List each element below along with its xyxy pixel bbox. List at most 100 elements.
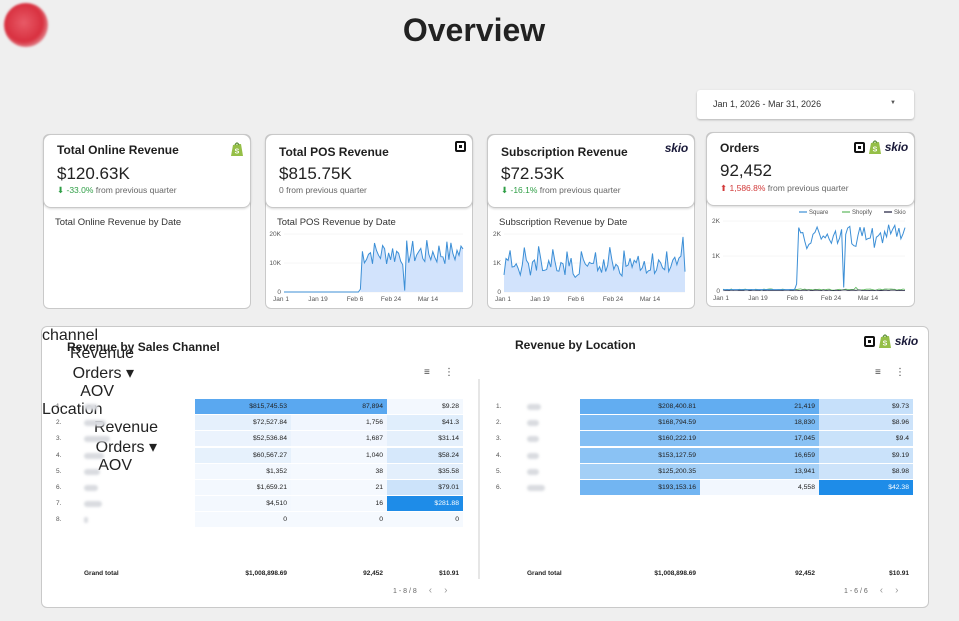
table-cell-aov: $9.28: [387, 399, 463, 414]
kpi-value: $72.53K: [501, 164, 565, 183]
pagination-label: 1 - 6 / 6: [844, 588, 868, 595]
kpi-delta-text: from previous quarter: [537, 185, 621, 195]
table-cell-orders: 1,756: [291, 415, 387, 431]
x-tick-label: Feb 24: [821, 295, 842, 302]
x-tick-label: Mar 14: [858, 295, 879, 302]
table-cell-revenue: $153,127.59: [580, 447, 700, 463]
prev-page-icon[interactable]: ‹: [879, 585, 884, 596]
column-header[interactable]: AOV: [80, 383, 114, 400]
table-cell-revenue: $815,745.53: [195, 399, 291, 414]
y-tick-label: 20K: [269, 231, 281, 238]
date-range-picker[interactable]: Jan 1, 2026 - Mar 31, 2026 ▼: [697, 90, 914, 119]
x-tick-label: Jan 19: [748, 295, 768, 302]
table-cell-revenue: $125,200.35: [580, 463, 700, 479]
column-header[interactable]: Orders ▾: [72, 365, 134, 382]
table-cell-aov: $9.4: [819, 431, 913, 447]
row-number: 7.: [56, 500, 62, 508]
row-number: 3.: [496, 435, 502, 443]
series-line: [722, 289, 906, 292]
more-vert-icon[interactable]: ⋮: [895, 367, 905, 378]
redacted-label: [84, 485, 98, 491]
redacted-label: [84, 420, 106, 427]
table-cell-revenue: $160,222.19: [580, 431, 700, 447]
kpi-card-online-revenue: Total Online Revenue $120.63K ⬇ -33.0% f…: [43, 134, 251, 309]
next-page-icon[interactable]: ›: [444, 585, 448, 596]
prev-page-icon[interactable]: ‹: [428, 585, 433, 596]
svg-text:S: S: [872, 147, 877, 154]
shopify-icon: S: [878, 334, 891, 348]
table-cell-revenue: $4,510: [195, 496, 291, 512]
column-header[interactable]: Revenue: [69, 345, 134, 362]
table-cell-aov: $31.14: [387, 431, 463, 447]
kpi-delta-pct: 1,586.8%: [729, 183, 766, 193]
y-tick-label: 0: [497, 289, 501, 296]
x-tick-label: Feb 24: [603, 296, 624, 303]
subscription-revenue-chart: 0 1K 2K Jan 1 Jan 19 Feb 6 Feb 24 Mar 14: [493, 231, 686, 303]
table-cell-orders: 87,894: [291, 399, 387, 414]
kpi-scorecard: Orders 92,452 ⬆ 1,586.8% from previous q…: [706, 132, 915, 206]
kpi-value: $120.63K: [57, 164, 130, 183]
table-cell-revenue: $72,527.84: [195, 415, 291, 431]
table-cell-aov: $41.3: [387, 415, 463, 431]
next-page-icon[interactable]: ›: [895, 585, 899, 596]
column-header[interactable]: Orders ▾: [95, 439, 157, 456]
square-icon: [853, 141, 865, 153]
up-arrow-icon: ⬆: [720, 183, 728, 193]
kpi-title: Total Online Revenue: [57, 143, 179, 157]
grand-total-orders: 92,452: [363, 570, 383, 577]
legend-label: Skio: [894, 210, 906, 216]
table-cell-revenue: $208,400.81: [580, 399, 700, 414]
row-number: 2.: [56, 419, 62, 427]
table-cell-aov: $9.73: [819, 399, 913, 414]
table-cell-orders: 1,687: [291, 431, 387, 447]
pagination: 1 - 6 / 6 ‹ ›: [844, 585, 898, 596]
column-header[interactable]: Revenue: [93, 419, 158, 436]
redacted-label: [527, 436, 539, 443]
row-number: 1.: [56, 403, 62, 410]
table-cell-aov: $42.38: [819, 480, 913, 495]
table-cell-orders: 0: [291, 512, 387, 528]
x-tick-label: Feb 6: [787, 295, 804, 302]
table-cell-orders: 21,419: [700, 399, 819, 414]
row-number: 8.: [56, 516, 62, 524]
square-icon: [455, 141, 466, 152]
table-cell-revenue: 0: [195, 512, 291, 528]
x-tick-label: Jan 1: [273, 296, 289, 303]
kpi-scorecard: Total POS Revenue $815.75K 0 from previo…: [265, 134, 473, 208]
table-cell-revenue: $52,536.84: [195, 431, 291, 447]
svg-text:S: S: [235, 149, 240, 156]
table-cell-revenue: $193,153.16: [580, 480, 700, 495]
dropdown-caret-icon: ▼: [890, 100, 896, 106]
brand-icons: S skio: [863, 333, 918, 349]
skio-logo: skio: [664, 141, 688, 155]
filter-icon[interactable]: ≡: [424, 367, 430, 378]
shopify-icon: S: [231, 142, 243, 156]
x-tick-label: Jan 19: [530, 296, 550, 303]
location-title: Revenue by Location: [515, 338, 636, 352]
chart-title: Total POS Revenue by Date: [277, 217, 396, 228]
row-number: 4.: [496, 451, 502, 459]
kpi-delta: 0 from previous quarter: [279, 185, 367, 195]
x-tick-label: Feb 6: [568, 296, 585, 303]
location-table: Location Revenue Orders ▾ AOV 1. $208,400.81 2…: [42, 399, 928, 596]
filter-icon[interactable]: ≡: [875, 367, 881, 378]
table-cell-aov: $58.24: [387, 447, 463, 463]
table-cell-orders: 21: [291, 480, 387, 495]
table-cell-aov: $79.01: [387, 480, 463, 495]
brand-icons: S skio: [853, 139, 908, 155]
redacted-label: [527, 452, 539, 459]
row-number: 2.: [496, 419, 502, 427]
row-number: 6.: [56, 484, 62, 491]
sales-channel-title: Revenue by Sales Channel: [67, 340, 220, 354]
more-vert-icon[interactable]: ⋮: [444, 367, 454, 378]
kpi-card-orders: Orders 92,452 ⬆ 1,586.8% from previous q…: [706, 132, 915, 307]
y-tick-label: 1K: [493, 260, 502, 267]
x-tick-label: Feb 6: [347, 296, 364, 303]
column-header[interactable]: AOV: [98, 457, 132, 474]
kpi-delta-pct: -16.1%: [510, 185, 538, 195]
kpi-title: Orders: [720, 141, 760, 155]
kpi-scorecard: Subscription Revenue $72.53K ⬇ -16.1% fr…: [487, 134, 695, 208]
column-header[interactable]: channel: [42, 327, 99, 344]
redacted-label: [527, 420, 539, 427]
table-cell-revenue: $60,567.27: [195, 447, 291, 463]
